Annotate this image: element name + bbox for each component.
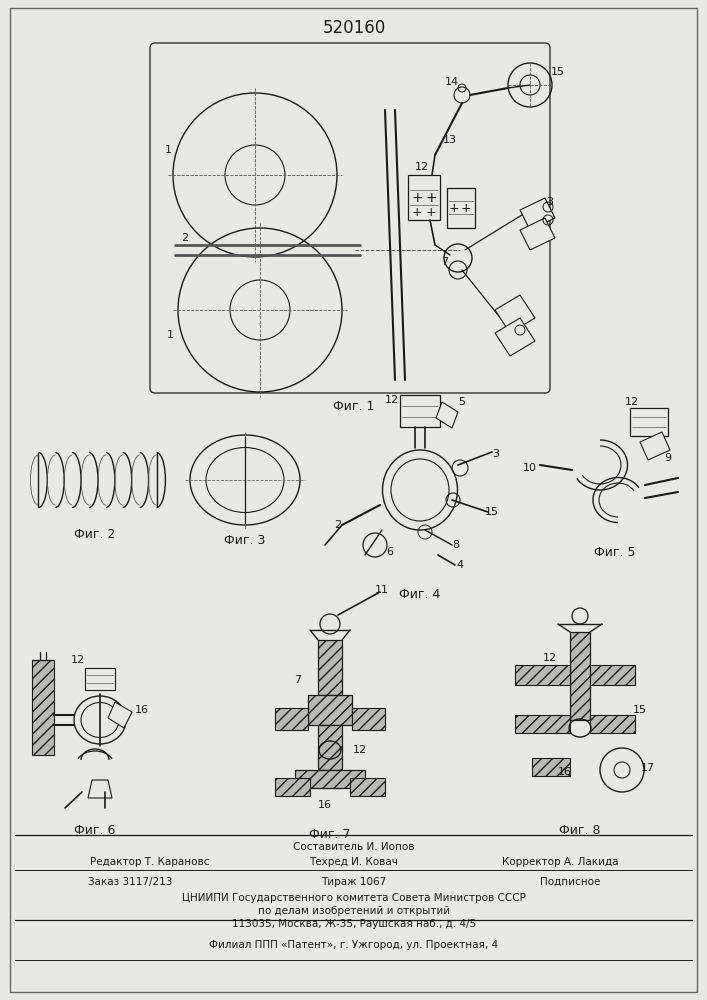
Polygon shape xyxy=(108,702,132,728)
Bar xyxy=(515,665,570,685)
Text: +: + xyxy=(426,207,436,220)
Text: 11: 11 xyxy=(375,585,389,595)
Bar xyxy=(318,725,342,770)
Text: 12: 12 xyxy=(385,395,399,405)
Bar xyxy=(275,778,310,796)
Text: 8: 8 xyxy=(452,540,460,550)
Text: Фиг. 6: Фиг. 6 xyxy=(74,824,116,836)
Text: 4: 4 xyxy=(504,343,512,353)
Text: 4: 4 xyxy=(457,560,464,570)
Bar xyxy=(532,758,570,776)
Bar xyxy=(590,715,635,733)
Text: 1: 1 xyxy=(165,145,172,155)
Polygon shape xyxy=(640,432,670,460)
Text: ЦНИИПИ Государственного комитета Совета Министров СССР: ЦНИИПИ Государственного комитета Совета … xyxy=(182,893,526,903)
Text: 2: 2 xyxy=(334,520,341,530)
Text: 16: 16 xyxy=(558,767,572,777)
Text: 12: 12 xyxy=(353,745,367,755)
Text: Тираж 1067: Тираж 1067 xyxy=(322,877,387,887)
Text: 14: 14 xyxy=(445,77,459,87)
Text: 1: 1 xyxy=(167,330,173,340)
Text: Фиг. 8: Фиг. 8 xyxy=(559,824,601,836)
Text: 12: 12 xyxy=(625,397,639,407)
Text: 17: 17 xyxy=(641,763,655,773)
Bar xyxy=(590,665,635,685)
Bar xyxy=(32,660,54,755)
Bar xyxy=(85,668,115,690)
Text: 10: 10 xyxy=(523,463,537,473)
Text: +: + xyxy=(425,191,437,205)
Text: +: + xyxy=(449,202,460,215)
Text: 13: 13 xyxy=(443,135,457,145)
Text: 6: 6 xyxy=(387,547,394,557)
Text: 15: 15 xyxy=(633,705,647,715)
Bar xyxy=(515,715,570,733)
Text: Фиг. 4: Фиг. 4 xyxy=(399,588,440,601)
Text: Фиг. 3: Фиг. 3 xyxy=(224,534,266,546)
Text: 9: 9 xyxy=(665,453,672,463)
Bar xyxy=(408,175,440,220)
Text: 15: 15 xyxy=(551,67,565,77)
Polygon shape xyxy=(495,295,535,333)
Text: Фиг. 1: Фиг. 1 xyxy=(333,400,375,413)
Text: 3: 3 xyxy=(547,197,554,207)
Bar xyxy=(308,695,352,725)
Text: 7: 7 xyxy=(294,675,302,685)
Polygon shape xyxy=(520,198,555,230)
Polygon shape xyxy=(88,780,112,798)
Polygon shape xyxy=(495,318,535,356)
Bar xyxy=(295,770,365,788)
Bar xyxy=(400,395,440,427)
Polygon shape xyxy=(436,402,458,428)
Text: 16: 16 xyxy=(318,800,332,810)
Text: 3: 3 xyxy=(493,449,500,459)
Text: Составитель И. Иопов: Составитель И. Иопов xyxy=(293,842,415,852)
Text: 7: 7 xyxy=(441,257,448,267)
Text: 113035, Москва, Ж-35, Раушская наб., д. 4/5: 113035, Москва, Ж-35, Раушская наб., д. … xyxy=(232,919,476,929)
Text: Техред И. Ковач: Техред И. Ковач xyxy=(310,857,399,867)
Text: +: + xyxy=(411,191,423,205)
Text: 12: 12 xyxy=(543,653,557,663)
Bar xyxy=(447,188,475,228)
Text: 5: 5 xyxy=(459,397,465,407)
Text: Корректор А. Лакида: Корректор А. Лакида xyxy=(502,857,618,867)
Text: +: + xyxy=(461,202,472,215)
Text: +: + xyxy=(411,207,422,220)
Text: 2: 2 xyxy=(182,233,189,243)
Text: 12: 12 xyxy=(415,162,429,172)
Text: 12: 12 xyxy=(71,655,85,665)
Text: Подписное: Подписное xyxy=(540,877,600,887)
Text: 15: 15 xyxy=(485,507,499,517)
Text: Редактор Т. Карановс: Редактор Т. Карановс xyxy=(90,857,210,867)
Bar xyxy=(350,778,385,796)
Bar xyxy=(318,640,342,695)
Text: Заказ 3117/213: Заказ 3117/213 xyxy=(88,877,173,887)
Text: по делам изобретений и открытий: по делам изобретений и открытий xyxy=(258,906,450,916)
Text: 16: 16 xyxy=(135,705,149,715)
Bar xyxy=(352,708,385,730)
Bar xyxy=(570,632,590,720)
Bar xyxy=(275,708,308,730)
Text: Фиг. 2: Фиг. 2 xyxy=(74,528,116,542)
Text: Филиал ППП «Патент», г. Ужгород, ул. Проектная, 4: Филиал ППП «Патент», г. Ужгород, ул. Про… xyxy=(209,940,498,950)
Bar xyxy=(630,408,668,436)
Text: 520160: 520160 xyxy=(322,19,385,37)
Text: Фиг. 5: Фиг. 5 xyxy=(595,546,636,558)
Text: Фиг. 7: Фиг. 7 xyxy=(309,828,351,842)
Polygon shape xyxy=(520,218,555,250)
FancyBboxPatch shape xyxy=(150,43,550,393)
